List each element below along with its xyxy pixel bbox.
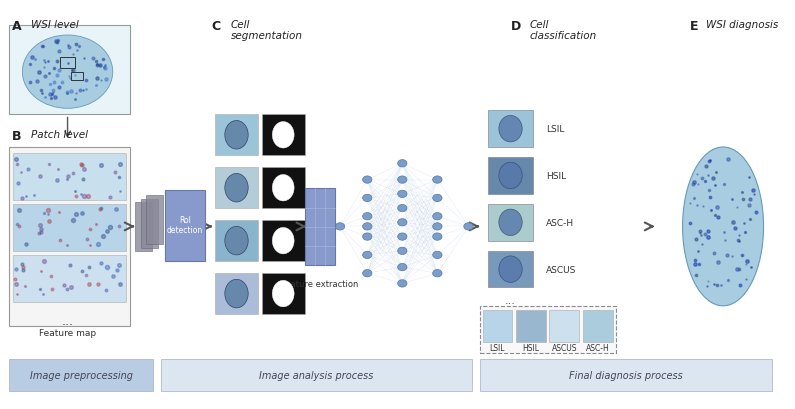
Bar: [72, 72, 83, 81]
Ellipse shape: [398, 205, 407, 212]
Ellipse shape: [363, 213, 372, 220]
Ellipse shape: [225, 121, 248, 150]
Ellipse shape: [432, 213, 442, 220]
Ellipse shape: [463, 223, 473, 231]
Bar: [480, 359, 772, 391]
Text: C: C: [211, 20, 221, 33]
Bar: [10, 359, 153, 391]
Bar: [13, 154, 126, 200]
Ellipse shape: [363, 234, 372, 240]
Ellipse shape: [398, 280, 407, 288]
Ellipse shape: [498, 256, 522, 283]
Text: ...: ...: [505, 295, 516, 305]
Ellipse shape: [398, 160, 407, 168]
Bar: [13, 255, 126, 302]
Bar: [305, 188, 335, 265]
Bar: [488, 251, 533, 288]
Ellipse shape: [363, 195, 372, 202]
Text: ASCUS: ASCUS: [546, 265, 576, 274]
Ellipse shape: [432, 195, 442, 202]
Bar: [215, 115, 258, 156]
Bar: [10, 148, 130, 326]
Ellipse shape: [363, 223, 372, 231]
Text: Image analysis process: Image analysis process: [259, 370, 374, 380]
Ellipse shape: [498, 209, 522, 236]
Bar: [215, 168, 258, 209]
Text: Final diagnosis process: Final diagnosis process: [569, 370, 683, 380]
Bar: [262, 115, 305, 156]
Text: Patch level: Patch level: [31, 129, 88, 139]
Bar: [60, 58, 76, 68]
Ellipse shape: [683, 148, 763, 306]
Text: A: A: [11, 20, 21, 33]
Bar: [483, 310, 512, 343]
Text: ASC-H: ASC-H: [586, 343, 610, 352]
Text: LSIL: LSIL: [490, 343, 505, 352]
Text: ...: ...: [61, 314, 74, 327]
Ellipse shape: [22, 36, 113, 109]
Ellipse shape: [273, 122, 294, 148]
Ellipse shape: [432, 223, 442, 231]
Ellipse shape: [398, 176, 407, 184]
Ellipse shape: [225, 227, 248, 255]
Ellipse shape: [225, 280, 248, 308]
Bar: [262, 168, 305, 209]
Ellipse shape: [363, 270, 372, 277]
Bar: [10, 26, 130, 115]
Ellipse shape: [498, 116, 522, 143]
Ellipse shape: [432, 270, 442, 277]
Bar: [480, 306, 616, 353]
Text: Feature extraction: Feature extraction: [281, 279, 359, 288]
Text: WSI diagnosis: WSI diagnosis: [706, 20, 778, 29]
Bar: [146, 196, 163, 245]
Bar: [583, 310, 612, 343]
Ellipse shape: [398, 234, 407, 240]
Ellipse shape: [398, 264, 407, 271]
Bar: [262, 274, 305, 314]
Text: ASC-H: ASC-H: [546, 218, 575, 227]
Text: WSI level: WSI level: [31, 20, 79, 29]
Ellipse shape: [432, 176, 442, 184]
Ellipse shape: [432, 252, 442, 259]
Bar: [13, 204, 126, 251]
Bar: [165, 190, 205, 261]
Text: LSIL: LSIL: [546, 125, 564, 134]
Ellipse shape: [225, 174, 248, 202]
Text: Image preprocessing: Image preprocessing: [29, 370, 133, 380]
Bar: [262, 221, 305, 261]
Text: E: E: [690, 20, 699, 33]
Ellipse shape: [363, 176, 372, 184]
Bar: [549, 310, 579, 343]
Bar: [488, 111, 533, 148]
Ellipse shape: [398, 247, 407, 255]
Text: RoI
detection: RoI detection: [167, 215, 204, 234]
Text: Cell
segmentation: Cell segmentation: [231, 20, 303, 41]
Text: D: D: [511, 20, 522, 33]
Text: B: B: [11, 129, 21, 142]
Ellipse shape: [498, 163, 522, 189]
Bar: [516, 310, 545, 343]
Bar: [488, 158, 533, 194]
Ellipse shape: [398, 219, 407, 227]
Text: HSIL: HSIL: [522, 343, 539, 352]
Ellipse shape: [273, 281, 294, 307]
Ellipse shape: [273, 175, 294, 202]
Bar: [141, 199, 158, 248]
Text: Feature map: Feature map: [39, 328, 96, 337]
Text: ASCUS: ASCUS: [552, 343, 577, 352]
Bar: [215, 274, 258, 314]
Text: Cell
classification: Cell classification: [529, 20, 596, 41]
Ellipse shape: [335, 223, 345, 231]
Bar: [135, 202, 153, 251]
Ellipse shape: [398, 191, 407, 198]
Bar: [215, 221, 258, 261]
Bar: [161, 359, 472, 391]
Ellipse shape: [432, 234, 442, 240]
Ellipse shape: [273, 228, 294, 254]
Ellipse shape: [363, 252, 372, 259]
Text: HSIL: HSIL: [546, 171, 567, 180]
Bar: [488, 204, 533, 241]
